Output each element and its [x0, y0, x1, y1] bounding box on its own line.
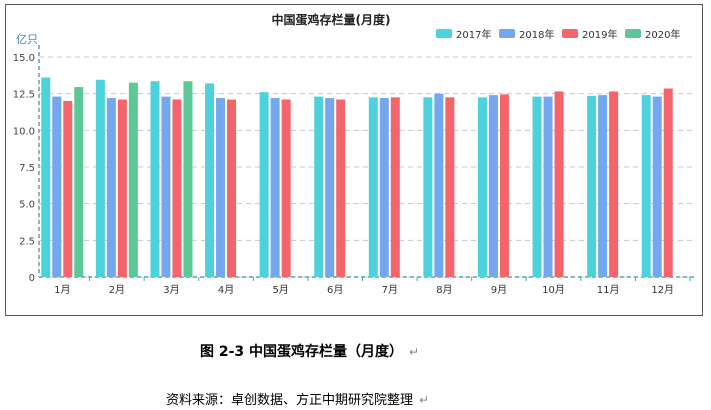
bar-2017年-4月 [205, 83, 215, 278]
x-tick-label: 5月 [272, 284, 288, 296]
bar-2018年-1月 [52, 96, 62, 277]
y-tick-label: 7.5 [19, 163, 35, 174]
bar-2020年-2月 [128, 82, 138, 278]
bar-2017年-3月 [150, 81, 160, 277]
y-tick-label: 15.0 [13, 53, 35, 64]
bar-2017年-10月 [532, 96, 542, 277]
bar-2018年-4月 [216, 98, 226, 277]
bar-2018年-6月 [325, 98, 335, 277]
paragraph-mark-icon: ↵ [419, 393, 430, 407]
bar-2017年-2月 [95, 79, 105, 277]
bar-2019年-1月 [63, 101, 73, 277]
bar-2017年-6月 [314, 96, 324, 277]
bar-2017年-12月 [641, 95, 651, 277]
bar-2018年-10月 [543, 96, 553, 277]
chart-title: 中国蛋鸡存栏量(月度) [272, 12, 391, 27]
bar-2018年-3月 [161, 96, 171, 277]
bar-2019年-5月 [281, 99, 291, 278]
bar-2017年-5月 [259, 92, 269, 277]
legend-swatch-2018年 [499, 29, 515, 38]
bar-2019年-6月 [336, 99, 346, 278]
y-tick-label: 10.0 [13, 126, 35, 137]
figure-caption: 图 2-3 中国蛋鸡存栏量（月度） ↵ [200, 341, 711, 361]
x-tick-label: 8月 [436, 284, 452, 296]
bar-2018年-2月 [106, 98, 116, 277]
bar-2018年-8月 [434, 93, 444, 278]
bar-2018年-11月 [598, 95, 608, 277]
x-tick-label: 6月 [327, 284, 343, 296]
bar-2018年-9月 [488, 95, 498, 277]
bar-2018年-7月 [379, 98, 389, 277]
x-tick-label: 7月 [382, 284, 398, 296]
legend-swatch-2017年 [436, 29, 452, 38]
y-tick-label: 12.5 [13, 90, 35, 101]
x-tick-label: 12月 [651, 284, 674, 296]
legend-swatch-2020年 [625, 29, 641, 38]
bar-2017年-8月 [423, 97, 433, 277]
bar-2019年-8月 [445, 97, 455, 277]
x-tick-label: 3月 [163, 284, 179, 296]
bar-2017年-1月 [41, 77, 51, 278]
source-note: 资料来源：卓创数据、方正中期研究院整理 ↵ [166, 389, 711, 408]
y-axis-label: 亿只 [16, 33, 38, 46]
y-tick-label: 0 [29, 273, 35, 284]
legend-label-2018年: 2018年 [519, 28, 554, 41]
bar-2019年-9月 [499, 94, 509, 278]
x-tick-label: 4月 [218, 284, 234, 296]
x-tick-label: 10月 [542, 284, 565, 296]
paragraph-mark-icon: ↵ [409, 345, 420, 359]
bar-2019年-4月 [227, 99, 237, 278]
x-tick-label: 2月 [109, 284, 125, 296]
bar-2019年-11月 [609, 91, 619, 277]
y-tick-label: 2.5 [19, 236, 35, 247]
bar-2019年-10月 [554, 91, 564, 277]
bar-2017年-7月 [368, 97, 378, 277]
legend-swatch-2019年 [562, 29, 578, 38]
y-tick-label: 5.0 [19, 200, 35, 211]
bar-chart: 中国蛋鸡存栏量(月度) 亿只 0 2.5 5.0 7.5 10.0 12.5 15.0 1月 2月 3… [13, 12, 694, 296]
legend-label-2020年: 2020年 [645, 28, 680, 41]
x-tick-label: 9月 [491, 284, 507, 296]
legend-label-2019年: 2019年 [582, 28, 617, 41]
bar-2017年-11月 [587, 95, 597, 277]
x-tick-label: 1月 [54, 284, 70, 296]
legend-label-2017年: 2017年 [456, 28, 491, 41]
bar-2019年-7月 [390, 97, 400, 277]
bar-2019年-12月 [663, 88, 673, 278]
bar-2020年-1月 [74, 87, 84, 277]
bar-2018年-12月 [652, 96, 662, 277]
source-note-text: 资料来源：卓创数据、方正中期研究院整理 [166, 393, 414, 408]
bar-2020年-3月 [183, 81, 193, 277]
chart-frame: 中国蛋鸡存栏量(月度) 亿只 0 2.5 5.0 7.5 10.0 12.5 15.0 1月 2月 3… [5, 4, 703, 316]
bar-2018年-5月 [270, 98, 280, 277]
x-tick-label: 11月 [597, 284, 620, 296]
bar-2017年-9月 [477, 97, 487, 277]
figure-caption-text: 图 2-3 中国蛋鸡存栏量（月度） [200, 344, 404, 360]
bar-2019年-3月 [172, 99, 182, 278]
bar-2019年-2月 [117, 99, 127, 278]
